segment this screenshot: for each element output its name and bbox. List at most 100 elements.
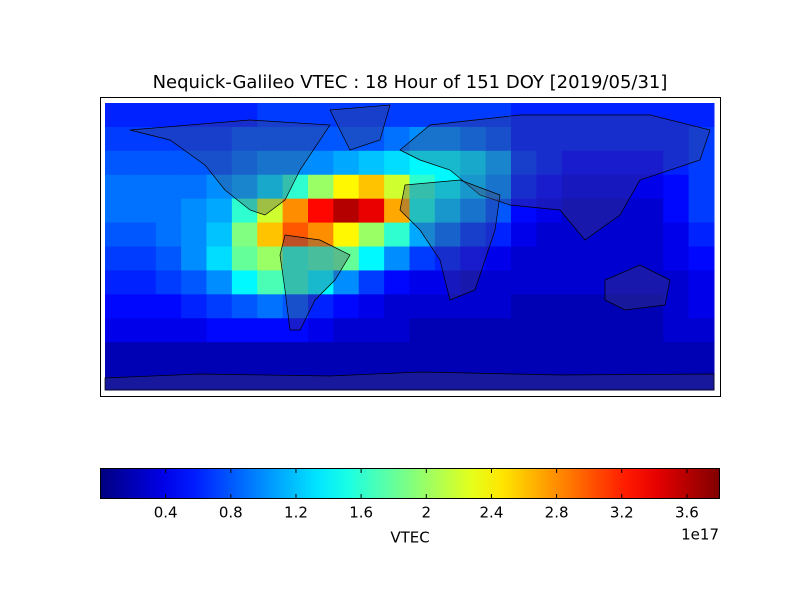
heat-cell (688, 246, 715, 271)
heat-cell (612, 342, 639, 367)
heat-cell (536, 342, 563, 367)
heat-cell (333, 198, 360, 224)
heat-cell (536, 294, 563, 319)
heat-cell (561, 246, 588, 271)
heat-cell (282, 222, 309, 247)
heat-cell (384, 342, 410, 367)
heat-cell (587, 294, 613, 319)
colorbar-tick-label: 1.6 (349, 504, 373, 522)
heat-cell (637, 318, 664, 343)
colorbar (100, 468, 720, 499)
heat-cell (434, 318, 461, 343)
heat-cell (105, 174, 131, 200)
heat-cell (612, 174, 639, 200)
heat-cell (358, 174, 385, 200)
heat-cell (536, 222, 563, 247)
heat-cell (485, 294, 512, 319)
heat-cell (231, 103, 258, 128)
heat-cell (105, 246, 131, 271)
heat-cell (155, 198, 182, 224)
heat-cell (561, 174, 588, 200)
africa (399, 179, 501, 301)
heat-cell (561, 222, 588, 247)
heat-cell (105, 342, 131, 367)
heat-cell (130, 103, 157, 128)
heat-cell (384, 222, 410, 247)
heat-cell (511, 366, 537, 391)
heat-cell (612, 126, 639, 152)
heat-cell (358, 342, 385, 367)
antarctica (104, 371, 715, 391)
chart-title: Nequick-Galileo VTEC : 18 Hour of 151 DO… (153, 72, 668, 93)
heat-cell (536, 246, 563, 271)
heat-cell (663, 174, 690, 200)
heat-cell (181, 318, 207, 343)
heat-cell (485, 366, 512, 391)
heat-cell (231, 294, 258, 319)
heat-cell (511, 222, 537, 247)
heat-cell (130, 198, 157, 224)
heat-cell (409, 150, 436, 176)
heat-cell (637, 222, 664, 247)
heat-cell (105, 103, 131, 128)
heat-cell (155, 222, 182, 247)
heat-cell (257, 103, 284, 128)
heat-cell (485, 103, 512, 128)
heat-cell (231, 342, 258, 367)
heat-cell (358, 150, 385, 176)
heat-cell (155, 318, 182, 343)
heat-cell (637, 198, 664, 224)
heat-cell (587, 150, 613, 176)
heat-cell (181, 126, 207, 152)
heat-cell (511, 150, 537, 176)
heat-cell (206, 150, 233, 176)
heat-cell (434, 366, 461, 391)
heat-cell (333, 150, 360, 176)
heat-cell (282, 246, 309, 271)
heat-cell (308, 318, 334, 343)
heat-cell (612, 366, 639, 391)
heat-cell (511, 198, 537, 224)
heat-cell (282, 150, 309, 176)
heat-cell (561, 318, 588, 343)
heat-cell (333, 246, 360, 271)
heat-cell (384, 150, 410, 176)
heat-cell (257, 150, 284, 176)
heat-cell (308, 150, 334, 176)
heat-cell (155, 270, 182, 295)
heat-cell (460, 222, 487, 247)
heat-cell (663, 366, 690, 391)
heat-cell (231, 246, 258, 271)
heat-cell (485, 150, 512, 176)
heat-cell (155, 246, 182, 271)
heat-cell (688, 318, 715, 343)
heat-cell (257, 294, 284, 319)
heat-cell (181, 198, 207, 224)
heat-cell (637, 150, 664, 176)
heat-cell (308, 366, 334, 391)
heat-cell (130, 246, 157, 271)
heat-cell (511, 246, 537, 271)
heat-cell (105, 270, 131, 295)
heat-cell (587, 222, 613, 247)
heat-cell (460, 103, 487, 128)
colorbar-tick-label: 2.8 (545, 504, 569, 522)
colorbar-offset: 1e17 (681, 526, 719, 544)
heat-cell (434, 294, 461, 319)
colorbar-tick-label: 2.4 (480, 504, 504, 522)
heat-cell (536, 270, 563, 295)
heat-cell (181, 103, 207, 128)
heat-cell (612, 270, 639, 295)
heat-cell (688, 198, 715, 224)
heat-cell (434, 222, 461, 247)
heat-cell (155, 150, 182, 176)
heat-cell (561, 150, 588, 176)
heat-cell (181, 270, 207, 295)
heat-cell (155, 342, 182, 367)
colorbar-tick-label: 2 (422, 504, 432, 522)
heat-cell (460, 318, 487, 343)
colorbar-label: VTEC (390, 529, 429, 547)
heat-cell (460, 198, 487, 224)
heat-cell (612, 294, 639, 319)
